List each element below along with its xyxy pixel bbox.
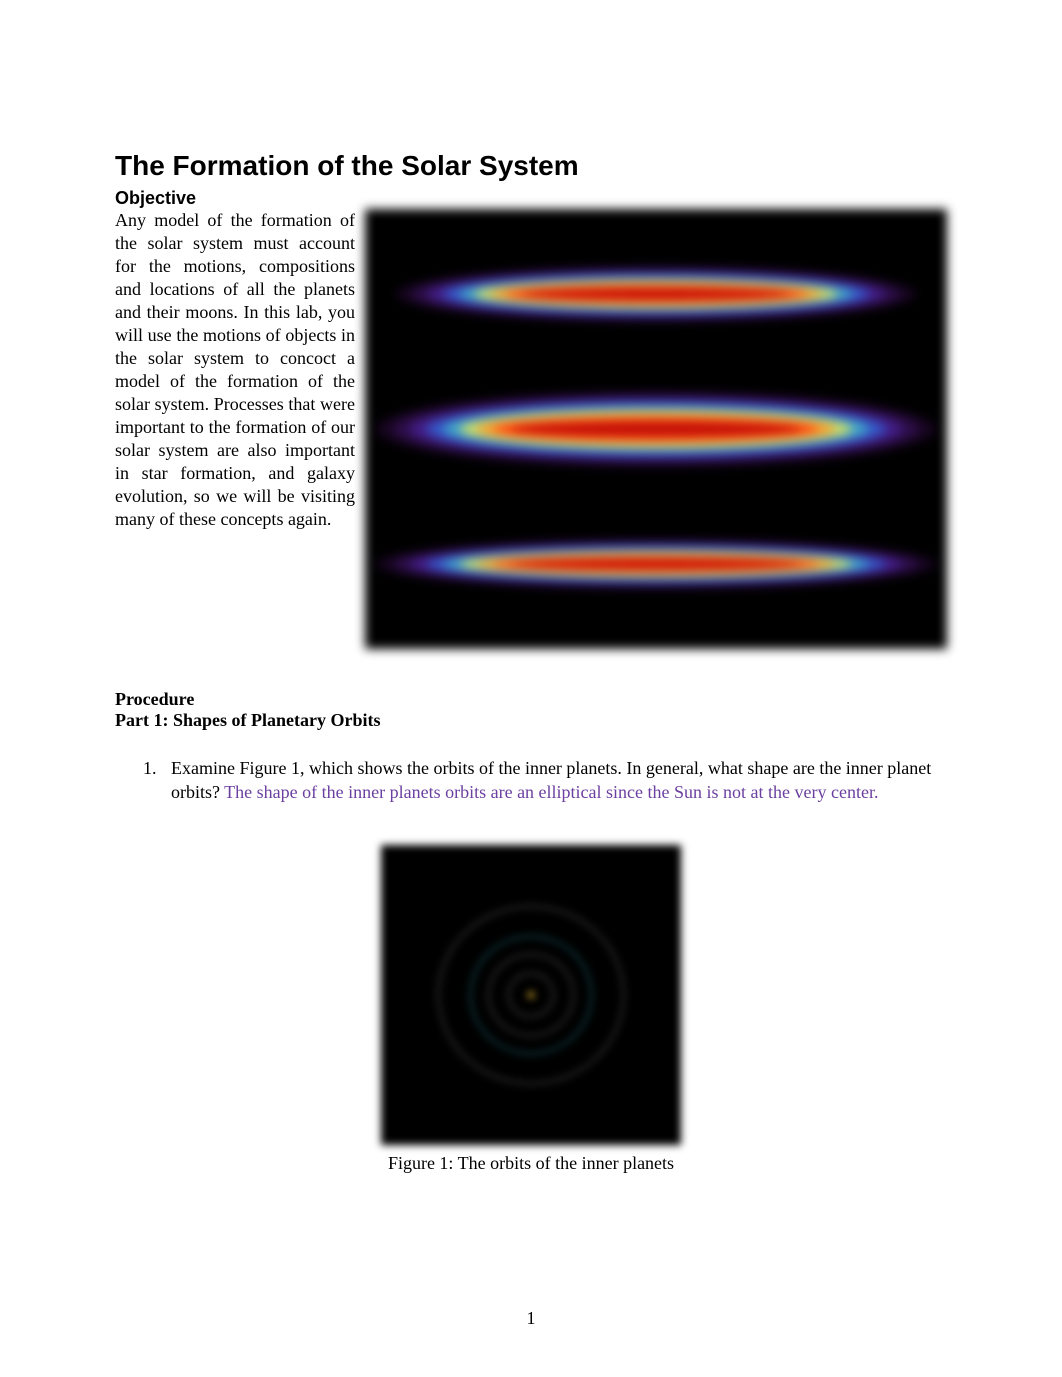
objective-heading: Objective [115, 188, 947, 209]
disk-row-2 [365, 504, 947, 624]
procedure-heading: Procedure [115, 689, 947, 710]
hero-figure [365, 209, 947, 649]
disk-row-1 [365, 369, 947, 489]
orbit-ring-3 [438, 906, 624, 1084]
intro-block: Any model of the formation of the solar … [115, 209, 947, 649]
figure-1-caption: Figure 1: The orbits of the inner planet… [115, 1153, 947, 1174]
part1-heading: Part 1: Shapes of Planetary Orbits [115, 710, 947, 731]
objective-body: Any model of the formation of the solar … [115, 209, 355, 531]
page-title: The Formation of the Solar System [115, 150, 947, 182]
figure-1 [381, 845, 681, 1145]
page-number: 1 [0, 1308, 1062, 1329]
question-1: Examine Figure 1, which shows the orbits… [161, 757, 947, 805]
question-list: Examine Figure 1, which shows the orbits… [161, 757, 947, 805]
page: The Formation of the Solar System Object… [0, 0, 1062, 1377]
disk-row-0 [365, 234, 947, 354]
question-1-answer: The shape of the inner planets orbits ar… [224, 782, 878, 802]
